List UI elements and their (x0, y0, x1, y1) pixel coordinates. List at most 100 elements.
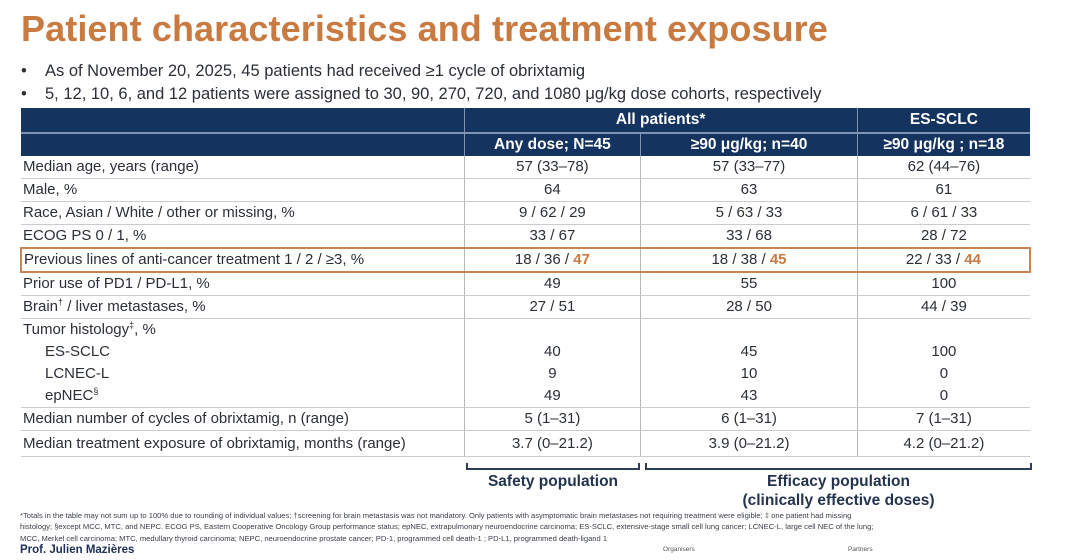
table-row: Male, % 64 63 61 (21, 178, 1030, 202)
cell-value: 28 / 72 (856, 224, 1030, 249)
table-row: Brain† / liver metastases, % 27 / 51 28 … (21, 295, 1030, 319)
cell-value: 57 (33–78) (463, 156, 641, 179)
characteristics-table: All patients* ES-SCLC Any dose; N=45 ≥90… (19, 108, 1031, 457)
group-header-all-patients: All patients* (463, 108, 858, 134)
cell-value-emphasis: 44 (964, 251, 981, 268)
cell-value-emphasis: 47 (573, 251, 590, 268)
cell-value: 9 (548, 365, 557, 382)
header-blank (21, 133, 465, 156)
cell-value: 28 / 50 (640, 295, 858, 319)
cell-value: 100 (856, 272, 1030, 296)
safety-population-label: Safety population (487, 473, 619, 490)
cell-value: 27 / 51 (463, 295, 641, 319)
cell-value: 18 / 38 / 45 (640, 247, 858, 273)
safety-population-bracket (466, 463, 640, 470)
cell-value: 5 (1–31) (463, 407, 641, 431)
column-header-any-dose: Any dose; N=45 (463, 133, 641, 156)
efficacy-population-line: (clinically effective doses) (742, 492, 935, 509)
cell-value-group: 40 9 49 (463, 318, 641, 408)
footnote-marker: § (93, 386, 99, 396)
row-label: Brain† / liver metastases, % (21, 295, 465, 319)
footnote-marker: ‡ (129, 320, 135, 330)
bullet-item: • 5, 12, 10, 6, and 12 patients were assi… (20, 83, 821, 106)
bullet-icon: • (21, 85, 27, 103)
row-label: Race, Asian / White / other or missing, … (21, 201, 465, 225)
table-row: Race, Asian / White / other or missing, … (21, 201, 1030, 225)
row-label-text: , % (134, 321, 156, 338)
header-blank (21, 108, 465, 134)
cell-value: 49 (544, 387, 561, 404)
cell-value-prefix: 18 / 36 / (514, 251, 574, 268)
cell-value: 6 / 61 / 33 (856, 201, 1030, 225)
table-column-header-row: Any dose; N=45 ≥90 μg/kg; n=40 ≥90 μg/kg… (21, 133, 1030, 156)
partners-label: Partners (848, 546, 873, 553)
organisers-label: Organisers (663, 546, 695, 553)
cell-value-prefix: 22 / 33 / (905, 251, 965, 268)
cell-value: 64 (463, 178, 641, 202)
cell-value: 22 / 33 / 44 (856, 247, 1031, 273)
footnote: *Totals in the table may not sum up to 1… (20, 510, 1065, 544)
footnote-line: MCC, Merkel cell carcinoma; MTC, medulla… (20, 533, 608, 543)
row-label-text: epNEC (45, 387, 94, 404)
cell-value: 49 (463, 272, 641, 296)
cell-value: 7 (1–31) (856, 407, 1030, 431)
histology-subrow-label: LCNEC-L (45, 365, 110, 382)
bullet-text: 5, 12, 10, 6, and 12 patients were assig… (45, 85, 822, 103)
column-header-90-es-sclc: ≥90 μg/kg ; n=18 (856, 133, 1030, 156)
cell-value: 40 (544, 343, 561, 360)
cell-value: 4.2 (0–21.2) (856, 430, 1030, 457)
row-label: Previous lines of anti-cancer treatment … (19, 247, 465, 273)
footnote-line: *Totals in the table may not sum up to 1… (20, 511, 852, 520)
cell-value: 9 / 62 / 29 (463, 201, 641, 225)
cell-value: 63 (640, 178, 858, 202)
row-label-text: / liver metastases, % (63, 298, 206, 315)
cell-value: 6 (1–31) (640, 407, 858, 431)
cell-value: 18 / 36 / 47 (463, 247, 641, 273)
histology-subrow-label: epNEC§ (23, 385, 460, 407)
row-label: Prior use of PD1 / PD-L1, % (21, 272, 465, 296)
cell-value: 44 / 39 (856, 295, 1030, 319)
efficacy-population-bracket (645, 463, 1032, 470)
table-group-header-row: All patients* ES-SCLC (21, 108, 1030, 134)
cell-value: 61 (856, 178, 1030, 202)
group-header-es-sclc: ES-SCLC (856, 108, 1030, 134)
row-label: Median age, years (range) (21, 156, 465, 179)
cell-value: 10 (740, 365, 758, 382)
histology-heading: Tumor histology‡, % (23, 319, 460, 341)
cell-value-group: 45 10 43 (640, 318, 858, 408)
table-row: Prior use of PD1 / PD-L1, % 49 55 100 (21, 272, 1030, 296)
cell-value: 3.9 (0–21.2) (640, 430, 858, 457)
bullet-list: • As of November 20, 2025, 45 patients ha… (20, 60, 821, 106)
table-row: Median age, years (range) 57 (33–78) 57 … (21, 156, 1030, 179)
row-label: Median number of cycles of obrixtamig, n… (21, 407, 465, 431)
slide-title: Patient characteristics and treatment ex… (21, 8, 828, 49)
bullet-icon: • (21, 62, 27, 80)
cell-value: 0 (939, 365, 949, 382)
cell-value: 5 / 63 / 33 (640, 201, 858, 225)
table-row-highlighted: Previous lines of anti-cancer treatment … (19, 247, 1031, 273)
table-row-histology: Tumor histology‡, % ES-SCLC LCNEC-L epNE… (21, 318, 1030, 408)
row-label-text: Brain (23, 298, 59, 315)
row-label-text: Tumor histology (23, 321, 130, 338)
footnote-marker: † (58, 297, 64, 307)
efficacy-population-line: Efficacy population (767, 473, 910, 490)
cell-value: 33 / 67 (463, 224, 641, 249)
cell-value: 45 (740, 343, 758, 360)
cell-value-group: 100 0 0 (856, 318, 1030, 408)
bullet-text: As of November 20, 2025, 45 patients had… (45, 62, 586, 80)
table-row: Median number of cycles of obrixtamig, n… (21, 407, 1030, 431)
histology-subrow-label: ES-SCLC (45, 343, 111, 360)
row-label: Tumor histology‡, % ES-SCLC LCNEC-L epNE… (21, 318, 465, 408)
cell-value: 43 (740, 387, 758, 404)
row-label: ECOG PS 0 / 1, % (21, 224, 465, 249)
bullet-item: • As of November 20, 2025, 45 patients ha… (20, 60, 821, 83)
presenter-name: Prof. Julien Mazières (20, 544, 135, 556)
footnote-line: histology; §except MCC, MTC, and NEPC. E… (20, 522, 874, 532)
row-label: Median treatment exposure of obrixtamig,… (21, 430, 465, 457)
cell-value: 100 (931, 343, 957, 360)
cell-value: 62 (44–76) (856, 156, 1030, 179)
cell-value: 57 (33–77) (640, 156, 858, 179)
table-row: Median treatment exposure of obrixtamig,… (21, 430, 1030, 457)
cell-value: 0 (939, 387, 949, 404)
table-row: ECOG PS 0 / 1, % 33 / 67 33 / 68 28 / 72 (21, 224, 1030, 249)
